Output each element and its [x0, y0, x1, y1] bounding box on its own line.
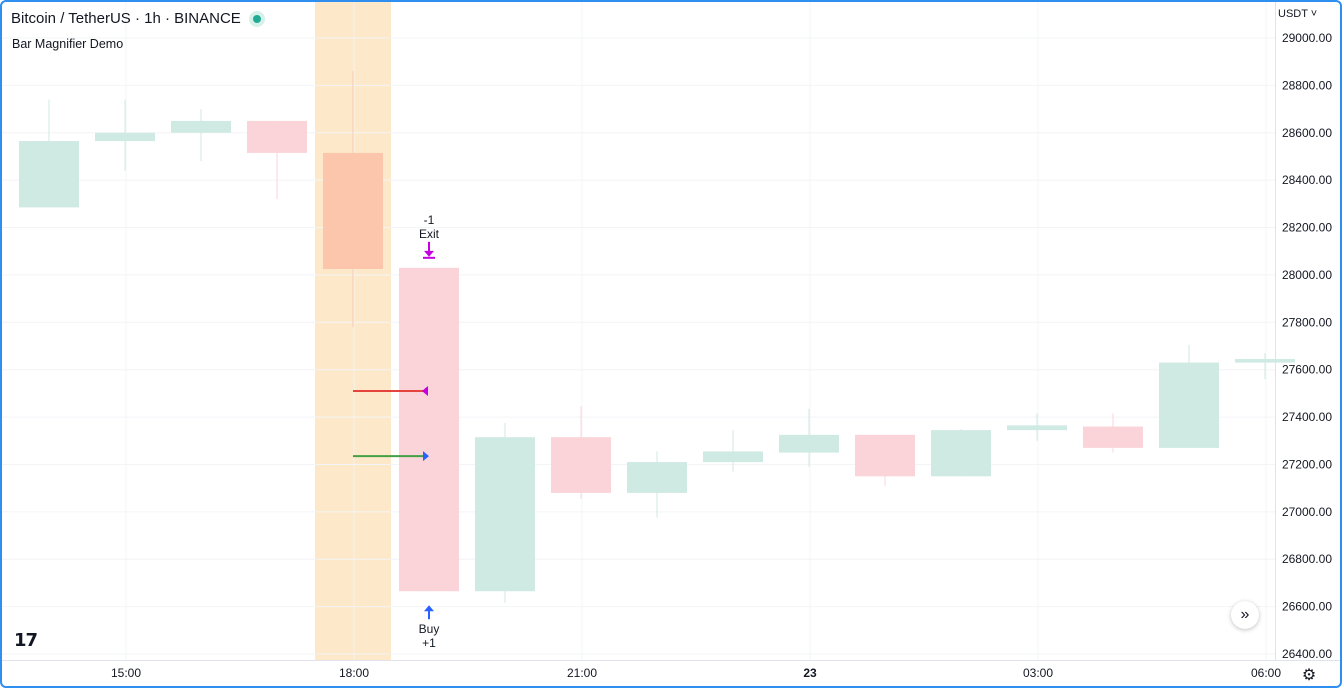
red-level-arrow [422, 386, 428, 397]
candle-body [1007, 425, 1067, 431]
price-tick-label: 26800.00 [1282, 552, 1332, 566]
time-tick-label: 21:00 [567, 666, 597, 680]
price-tick-label: 28800.00 [1282, 78, 1332, 92]
candle-body [551, 437, 611, 493]
candle-body [1083, 426, 1143, 448]
price-tick-label: 27400.00 [1282, 410, 1332, 424]
candle-body [1159, 362, 1219, 448]
time-tick-label: 23 [803, 666, 817, 680]
price-tick-label: 27000.00 [1282, 505, 1332, 519]
candle-body [855, 434, 915, 477]
green-level-arrow [423, 451, 429, 462]
time-tick-label: 06:00 [1251, 666, 1281, 680]
price-tick-label: 29000.00 [1282, 31, 1332, 45]
price-tick-label: 28000.00 [1282, 268, 1332, 282]
tradingview-logo-icon[interactable]: 17 [14, 630, 38, 651]
exit-arrow-head [424, 250, 434, 257]
buy-arrow-head [424, 605, 434, 612]
candle-body [323, 152, 383, 269]
buy-label: Buy [419, 622, 440, 636]
scroll-to-realtime-button[interactable]: » [1231, 601, 1259, 629]
time-tick-label: 03:00 [1023, 666, 1053, 680]
indicator-title[interactable]: Bar Magnifier Demo [12, 37, 124, 51]
price-tick-label: 28600.00 [1282, 126, 1332, 140]
candle-body [627, 462, 687, 493]
buy-qty-label: +1 [422, 636, 436, 650]
gear-icon: ⚙ [1301, 667, 1317, 684]
candle-body [399, 267, 459, 592]
price-tick-label: 27600.00 [1282, 363, 1332, 377]
candle-body [19, 141, 79, 208]
symbol-legend[interactable]: Bitcoin / TetherUS · 1h · BINANCE [11, 10, 265, 27]
time-tick-label: 15:00 [111, 666, 141, 680]
scroll-to-realtime-icon: » [1240, 606, 1250, 623]
price-tick-label: 28200.00 [1282, 221, 1332, 235]
price-tick-label: 28400.00 [1282, 173, 1332, 187]
candle-body [475, 437, 535, 592]
candle-body [171, 120, 231, 133]
price-tick-label: 26400.00 [1282, 647, 1332, 661]
candle-body [931, 430, 991, 477]
candle-body [95, 132, 155, 142]
exit-qty-label: -1 [424, 213, 435, 227]
symbol-title[interactable]: Bitcoin / TetherUS · 1h · BINANCE [11, 10, 241, 27]
chart-settings-button[interactable]: ⚙ [1299, 665, 1319, 685]
exit-label: Exit [419, 227, 440, 241]
time-tick-label: 18:00 [339, 666, 369, 680]
candle-body [247, 120, 307, 153]
currency-selector[interactable]: USDT ˅ [1278, 8, 1318, 20]
price-tick-label: 27200.00 [1282, 457, 1332, 471]
candle-body [779, 434, 839, 453]
price-tick-label: 26600.00 [1282, 600, 1332, 614]
price-tick-label: 27800.00 [1282, 315, 1332, 329]
candle-body [703, 451, 763, 463]
market-open-dot-icon [248, 10, 265, 27]
candle-body [1235, 359, 1295, 363]
